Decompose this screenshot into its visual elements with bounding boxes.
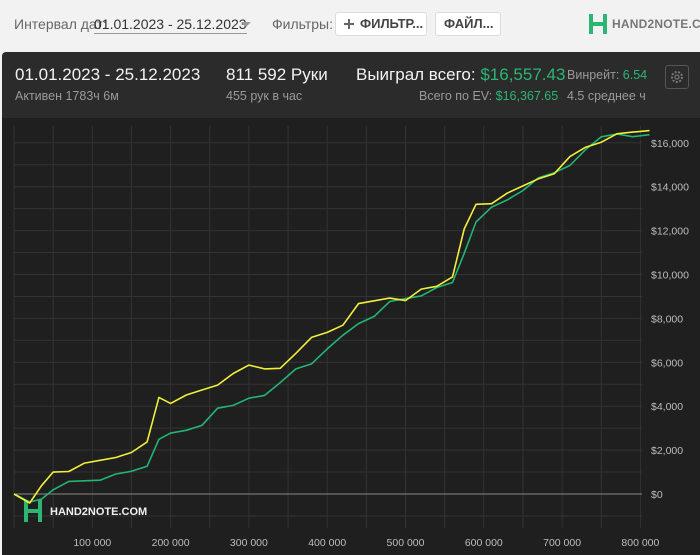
average-text: 4.5 среднее ч — [567, 89, 646, 103]
x-tick-label: 600 000 — [465, 537, 503, 549]
chart-watermark: HAND2NOTE.COM — [24, 500, 147, 522]
winrate-label: Винрейт: — [567, 68, 620, 82]
gear-icon — [671, 71, 683, 83]
won-total: Выиграл всего: $16,557.43 — [356, 65, 565, 85]
chevron-down-icon[interactable] — [241, 22, 251, 27]
hand2note-logo-icon — [589, 14, 607, 34]
filters-label: Фильтры: — [272, 16, 333, 32]
y-tick-label: $16,000 — [651, 138, 689, 150]
won-total-label: Выиграл всего: — [356, 65, 476, 84]
plus-icon — [344, 19, 354, 29]
date-range-dropdown[interactable]: 01.01.2023 - 25.12.2023 — [94, 16, 247, 34]
hand2note-logo: HAND2NOTE.COM — [588, 13, 700, 35]
ev-total: Всего по EV: $16,367.65 — [419, 89, 558, 103]
date-interval-label: Интервал дат: — [14, 16, 107, 32]
results-panel: 01.01.2023 - 25.12.2023 Активен 1783ч 6м… — [2, 52, 700, 555]
profit-graph: HAND2NOTE.COM $0 $2,000 $4,000 $6,000 $8,000… — [13, 126, 689, 549]
x-tick-label: 300 000 — [230, 537, 268, 549]
files-button-label: ФАЙЛ... — [444, 16, 494, 31]
y-tick-label: $2,000 — [651, 445, 683, 457]
y-tick-label: $12,000 — [651, 226, 689, 238]
watermark-logo-icon — [24, 500, 42, 522]
vertical-grid — [13, 126, 641, 528]
winrate-value: 6.54 — [622, 68, 648, 82]
series-line — [13, 133, 650, 503]
y-tick-label: $0 — [651, 489, 663, 501]
winrate: Винрейт: 6.54 — [567, 68, 647, 82]
files-button[interactable]: ФАЙЛ... — [435, 12, 501, 36]
y-tick-label: $4,000 — [651, 401, 683, 413]
watermark-text: HAND2NOTE.COM — [50, 506, 147, 518]
settings-button[interactable] — [665, 65, 689, 89]
hands-per-hour: 455 рук в час — [226, 89, 303, 103]
toolbar: Интервал дат: 01.01.2023 - 25.12.2023 Фи… — [0, 0, 700, 48]
x-tick-label: 700 000 — [543, 537, 581, 549]
horizontal-grid — [14, 142, 642, 517]
y-tick-label: $10,000 — [651, 270, 689, 282]
hands-count: 811 592 Руки — [226, 65, 328, 84]
y-tick-label: $14,000 — [651, 182, 689, 194]
x-tick-label: 200 000 — [152, 537, 190, 549]
period-value: 01.01.2023 - 25.12.2023 — [15, 65, 201, 84]
filter-button[interactable]: ФИЛЬТР... — [335, 12, 427, 36]
x-tick-label: 800 000 — [621, 537, 659, 549]
series-lines — [13, 129, 650, 504]
y-tick-label: $8,000 — [651, 313, 683, 325]
x-tick-labels: 100 000 200 000 300 000 400 000 500 000 600 0… — [73, 537, 659, 549]
active-time: Активен 1783ч 6м — [15, 89, 119, 103]
series-line — [13, 129, 650, 504]
x-tick-label: 100 000 — [73, 537, 111, 549]
ev-total-label: Всего по EV: — [419, 89, 493, 103]
won-total-value: $16,557.43 — [480, 65, 566, 84]
filter-button-label: ФИЛЬТР... — [360, 16, 424, 31]
ev-total-value: $16,367.65 — [495, 89, 559, 103]
y-tick-labels: $0 $2,000 $4,000 $6,000 $8,000 $10,000 $12,000… — [651, 138, 689, 501]
logo-text: HAND2NOTE.COM — [612, 17, 700, 31]
x-tick-label: 400 000 — [308, 537, 346, 549]
y-tick-label: $6,000 — [651, 357, 683, 369]
profit-chart: HAND2NOTE.COM $0 $2,000 $4,000 $6,000 $8,000… — [2, 118, 700, 555]
x-tick-label: 500 000 — [387, 537, 425, 549]
